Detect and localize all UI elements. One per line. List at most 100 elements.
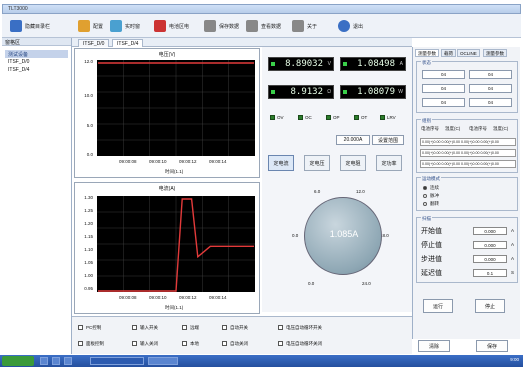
stop-button[interactable]: 停止 (475, 299, 505, 313)
current-chart: 电流(A) 1.30 1.25 1.20 1.15 1.10 1.05 1.00… (74, 182, 260, 314)
x-tick: 09:00:08 (119, 295, 137, 300)
meter-unit: V (327, 61, 331, 67)
save-button[interactable]: 保存 (476, 340, 508, 352)
led-op (326, 115, 331, 120)
status-cell[interactable]: 04 (422, 84, 465, 93)
radio-pulse[interactable] (423, 194, 427, 198)
seq-row: 0.00(+)0.00 0.00(+)0.00 0.00(+)0.00 0.00… (420, 160, 516, 168)
radio-continuous[interactable] (423, 186, 427, 190)
range-value-field[interactable]: 20.000A (336, 135, 370, 145)
scan-label: 延迟值 (421, 269, 442, 277)
taskbar-icon[interactable] (40, 357, 48, 365)
taskbar-icon[interactable] (64, 357, 72, 365)
auto-on-checkbox[interactable] (222, 325, 227, 330)
radio-label: 翻转 (430, 201, 439, 206)
chart-title: 电压(V) (158, 52, 176, 58)
sidebar-icon (10, 20, 22, 32)
input-on-checkbox[interactable] (132, 325, 137, 330)
y-tick: 10.0 (84, 93, 93, 98)
y-tick: 1.25 (84, 208, 93, 213)
x-tick: 09:00:14 (209, 295, 227, 300)
voltage-cycle-off-checkbox[interactable] (278, 341, 283, 346)
status-cell[interactable]: 04 (469, 98, 512, 107)
checkbox-label: 输入关闭 (140, 341, 158, 346)
tab-load[interactable]: 载荷 (441, 49, 456, 57)
voltage-cycle-on-checkbox[interactable] (278, 325, 283, 330)
dial-tick: 24.0 (362, 281, 371, 286)
status-cell[interactable]: 04 (422, 70, 465, 79)
panel-control-checkbox[interactable] (78, 341, 83, 346)
voltage-meter: 8.89032 V (268, 57, 334, 71)
mode-cr-button[interactable]: 定电阻 (340, 155, 366, 171)
exit-button[interactable]: 退出 (338, 18, 363, 34)
current-dial[interactable]: 6.0 12.0 0.0 18.0 0.0 24.0 1.085A (292, 185, 392, 303)
mode-cv-button[interactable]: 定电压 (304, 155, 330, 171)
mode-cp-button[interactable]: 定功率 (376, 155, 402, 171)
config-button[interactable]: 配置 (78, 18, 103, 34)
chart-title: 电流(A) (158, 186, 176, 192)
status-cell[interactable]: 04 (469, 84, 512, 93)
run-button[interactable]: 运行 (423, 299, 453, 313)
seq-row: 0.00(+)0.00 0.00(+)0.00 0.00(+)0.00 0.00… (420, 149, 516, 157)
x-tick: 09:00:14 (209, 159, 227, 164)
start-value-input[interactable]: 0.000 (473, 227, 507, 235)
battery-button[interactable]: 电池区电 (154, 18, 189, 34)
checkbox-label: 本地 (190, 341, 199, 346)
toolbar-label: 保存数据 (219, 23, 240, 30)
stop-value-input[interactable]: 0.000 (473, 241, 507, 249)
os-taskbar: 9:00 (0, 355, 523, 367)
tab-measure[interactable]: 测量参数 (415, 49, 439, 57)
y-tick: 1.00 (84, 273, 93, 278)
tab-ocline[interactable]: OCLINE (457, 49, 480, 57)
meter-indicator (343, 90, 347, 94)
step-value-input[interactable]: 0.000 (473, 255, 507, 263)
group-label: 扫描 (421, 216, 432, 222)
remote-checkbox[interactable] (182, 325, 187, 330)
hide-sidebar-button[interactable]: 隐藏目录栏 (10, 18, 50, 34)
auto-off-checkbox[interactable] (222, 341, 227, 346)
toolbar-label: 实时窗 (125, 23, 141, 30)
y-tick: 0.95 (84, 286, 93, 291)
local-checkbox[interactable] (182, 341, 187, 346)
delay-value-input[interactable]: 0.1 (473, 269, 507, 277)
input-off-checkbox[interactable] (132, 341, 137, 346)
scan-unit: S (511, 270, 515, 275)
taskbar-app[interactable] (148, 357, 178, 365)
led-ot (354, 115, 359, 120)
taskbar-app[interactable] (90, 357, 144, 365)
plot-area (97, 196, 255, 292)
mode-cc-button[interactable]: 定电流 (268, 155, 294, 171)
pc-control-checkbox[interactable] (78, 325, 83, 330)
tab-measure-2[interactable]: 测量参数 (483, 49, 507, 57)
radio-flip[interactable] (423, 202, 427, 206)
dial-face[interactable]: 1.085A (304, 197, 382, 275)
monitor-button[interactable]: 实时窗 (110, 18, 140, 34)
led-label: LRV (387, 115, 396, 120)
device-group[interactable]: 测试设备 (5, 50, 68, 58)
scan-unit: A (511, 256, 515, 261)
tab-device-0[interactable]: ITSF_D/0 (78, 39, 110, 47)
meter-value: 1.08498 (357, 59, 395, 69)
start-button[interactable] (2, 356, 34, 366)
view-data-icon (246, 20, 258, 32)
status-cell[interactable]: 04 (469, 70, 512, 79)
exit-icon (338, 20, 350, 32)
clear-button[interactable]: 清除 (418, 340, 450, 352)
x-tick: 09:00:08 (119, 159, 137, 164)
status-cell[interactable]: 04 (422, 98, 465, 107)
led-lrv (380, 115, 385, 120)
save-data-button[interactable]: 保存数据 (204, 18, 239, 34)
about-button[interactable]: 关于 (292, 18, 317, 34)
voltage-plot-svg (97, 60, 255, 156)
tab-device-4[interactable]: ITSF_D/4 (112, 39, 144, 47)
x-tick: 09:00:12 (179, 295, 197, 300)
led-label: OV (277, 115, 284, 120)
taskbar-icon[interactable] (52, 357, 60, 365)
set-range-button[interactable]: 设置范围 (372, 135, 404, 145)
led-ov (270, 115, 275, 120)
device-item[interactable]: ITSF_D/4 (8, 67, 30, 73)
device-item[interactable]: ITSF_D/0 (8, 59, 30, 65)
x-tick: 09:00:10 (149, 159, 167, 164)
view-data-button[interactable]: 查看数据 (246, 18, 281, 34)
scan-unit: A (511, 242, 515, 247)
